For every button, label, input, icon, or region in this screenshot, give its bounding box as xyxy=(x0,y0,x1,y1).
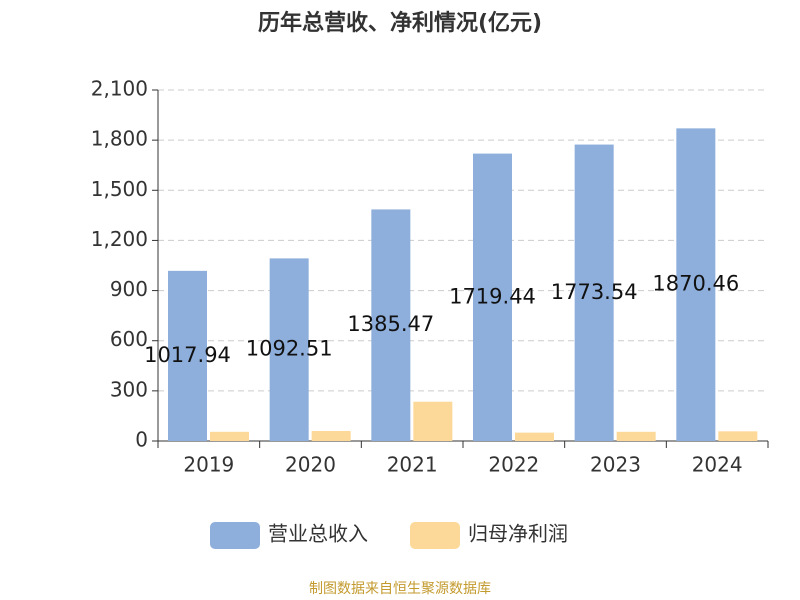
data-label: 1870.46 xyxy=(652,272,739,296)
legend-swatch xyxy=(210,522,260,549)
y-tick-label: 0 xyxy=(135,428,148,452)
bar xyxy=(168,270,207,441)
x-tick-label: 2019 xyxy=(183,453,234,477)
bar xyxy=(371,209,411,441)
data-label: 1017.94 xyxy=(144,343,231,367)
x-tick-label: 2021 xyxy=(387,453,438,477)
legend-label: 归母净利润 xyxy=(468,522,568,546)
data-label: 1092.51 xyxy=(246,337,333,361)
source-note: 制图数据来自恒生聚源数据库 xyxy=(309,581,491,597)
chart-title: 历年总营收、净利情况(亿元) xyxy=(258,10,542,36)
y-tick-label: 1,200 xyxy=(91,227,148,251)
x-tick-label: 2023 xyxy=(590,453,641,477)
bar xyxy=(718,431,758,441)
x-tick-label: 2020 xyxy=(285,453,336,477)
y-tick-label: 600 xyxy=(110,327,148,351)
bar xyxy=(210,431,249,441)
bar xyxy=(413,401,453,441)
bar xyxy=(676,128,716,441)
bar xyxy=(574,144,614,441)
bar xyxy=(616,431,656,441)
data-label: 1385.47 xyxy=(347,312,434,336)
y-tick-label: 300 xyxy=(110,377,148,401)
legend-swatch xyxy=(410,522,460,549)
y-tick-label: 900 xyxy=(110,277,148,301)
bar xyxy=(515,432,554,441)
y-tick-label: 1,800 xyxy=(91,127,148,151)
bar xyxy=(311,430,351,441)
x-tick-label: 2022 xyxy=(488,453,539,477)
bar xyxy=(269,258,309,441)
x-tick-label: 2024 xyxy=(692,453,743,477)
y-tick-label: 1,500 xyxy=(91,177,148,201)
data-label: 1719.44 xyxy=(449,284,536,308)
legend-label: 营业总收入 xyxy=(268,522,368,546)
y-tick-label: 2,100 xyxy=(91,77,148,101)
bar xyxy=(473,153,512,441)
data-label: 1773.54 xyxy=(551,280,638,304)
